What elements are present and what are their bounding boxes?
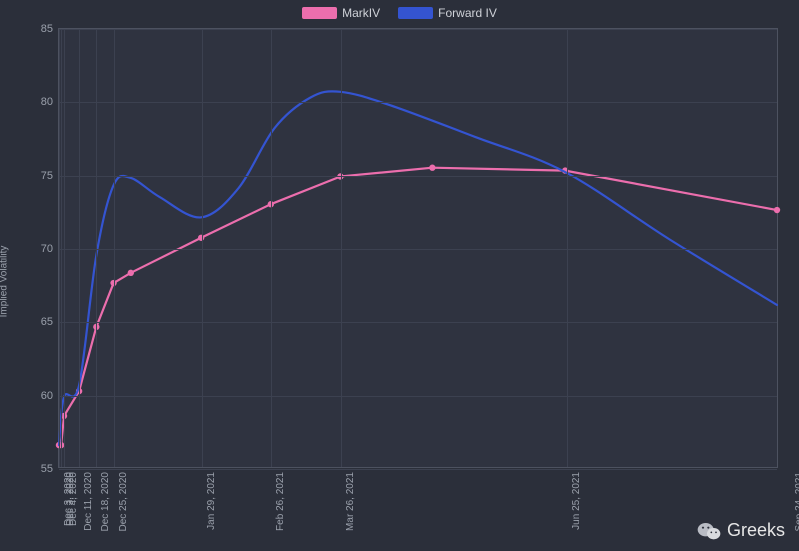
- gridline-h: [59, 469, 777, 470]
- x-tick-label: Dec 11, 2020: [83, 472, 94, 531]
- y-axis-title: Implied Volatility: [0, 245, 10, 317]
- legend-swatch: [398, 7, 433, 19]
- y-tick-label: 65: [41, 316, 53, 328]
- gridline-v: [64, 29, 65, 467]
- gridline-h: [59, 396, 777, 397]
- legend-label: Forward IV: [438, 6, 497, 20]
- x-tick-label: Sep 24, 2021: [794, 472, 799, 532]
- legend-item-markiv[interactable]: MarkIV: [302, 6, 380, 20]
- gridline-v: [567, 29, 568, 467]
- chart-plot-area: 55606570758085Dec 3, 2020Dec 3, 2020Dec …: [58, 28, 778, 468]
- y-tick-label: 55: [41, 463, 53, 475]
- y-tick-label: 70: [41, 243, 53, 255]
- gridline-v: [61, 29, 62, 467]
- gridline-v: [341, 29, 342, 467]
- series-marker: [429, 165, 435, 171]
- series-marker: [774, 207, 780, 213]
- y-tick-label: 85: [41, 23, 53, 35]
- x-tick-label: Jan 29, 2021: [206, 472, 217, 530]
- brand-watermark: Greeks: [697, 520, 785, 541]
- gridline-h: [59, 322, 777, 323]
- y-tick-label: 75: [41, 170, 53, 182]
- legend-item-forward-iv[interactable]: Forward IV: [398, 6, 497, 20]
- x-tick-label: Mar 26, 2021: [345, 472, 356, 531]
- gridline-v: [271, 29, 272, 467]
- gridline-h: [59, 29, 777, 30]
- gridline-h: [59, 102, 777, 103]
- gridline-h: [59, 176, 777, 177]
- x-tick-label: Jun 25, 2021: [571, 472, 582, 530]
- gridline-h: [59, 249, 777, 250]
- gridline-v: [59, 29, 60, 467]
- chart-lines-svg: [59, 29, 777, 467]
- y-tick-label: 80: [41, 96, 53, 108]
- y-tick-label: 60: [41, 390, 53, 402]
- chart-legend: MarkIV Forward IV: [0, 6, 799, 20]
- wechat-icon: [697, 521, 721, 541]
- legend-label: MarkIV: [342, 6, 380, 20]
- x-tick-label: Feb 26, 2021: [275, 472, 286, 531]
- series-line-markiv: [59, 168, 777, 445]
- gridline-v: [79, 29, 80, 467]
- series-line-forward-iv: [59, 91, 777, 445]
- brand-label: Greeks: [727, 520, 785, 541]
- gridline-v: [96, 29, 97, 467]
- x-tick-label: Dec 18, 2020: [100, 472, 111, 532]
- gridline-v: [202, 29, 203, 467]
- x-tick-label: Dec 4, 2020: [68, 472, 79, 526]
- series-marker: [128, 270, 134, 276]
- gridline-v: [114, 29, 115, 467]
- x-tick-label: Dec 25, 2020: [118, 472, 129, 532]
- legend-swatch: [302, 7, 337, 19]
